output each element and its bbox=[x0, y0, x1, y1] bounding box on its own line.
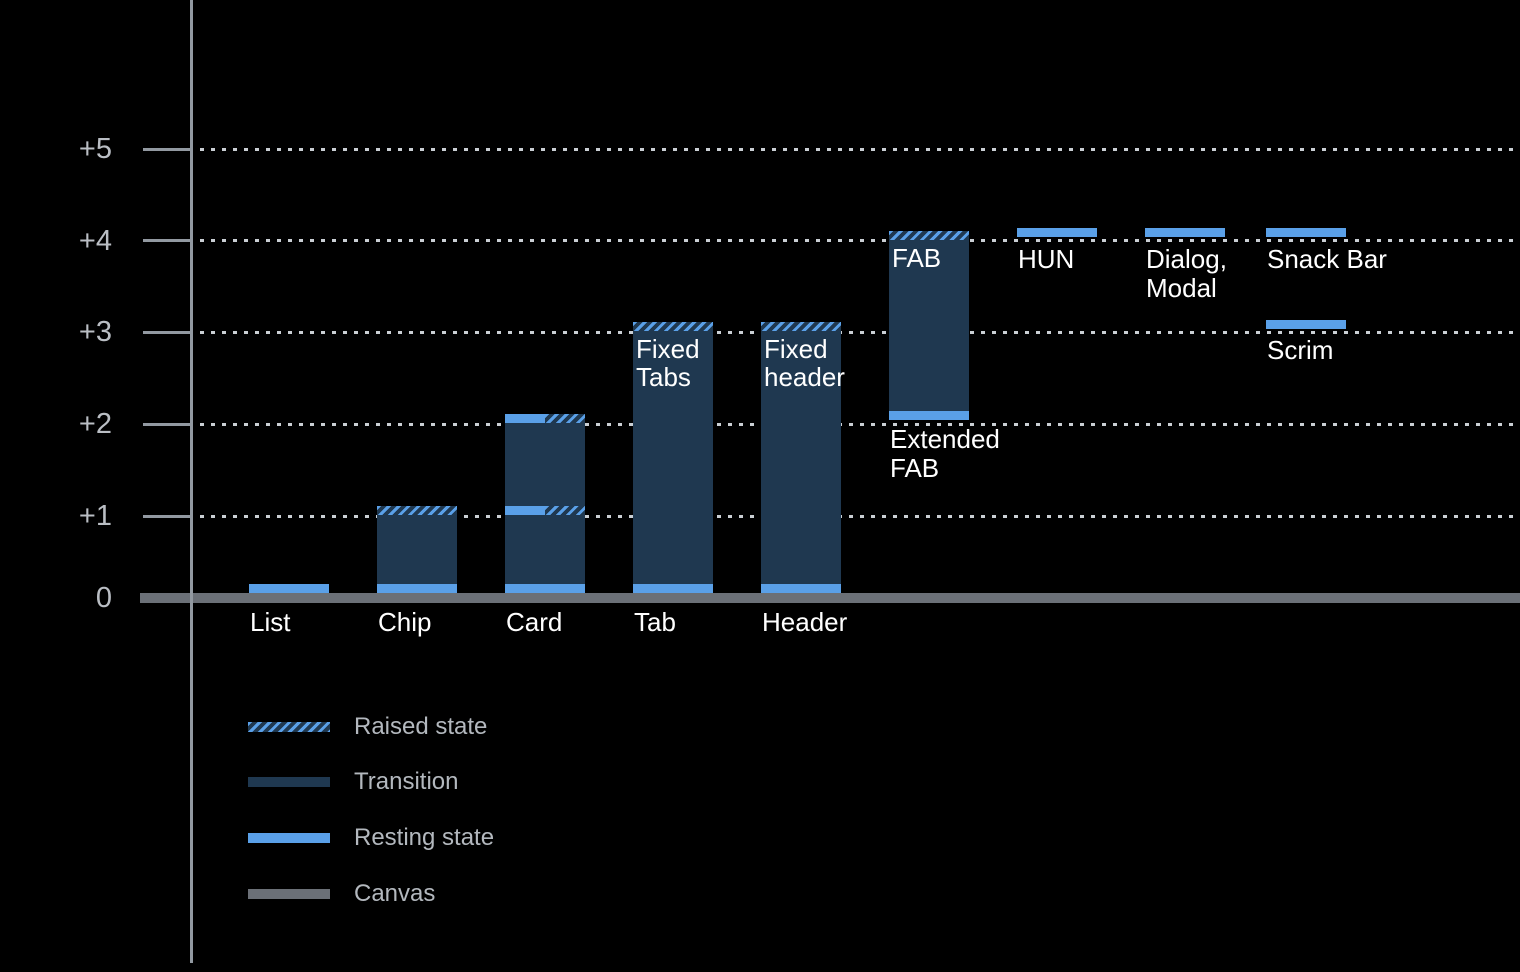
y-tick-label-3: +3 bbox=[78, 316, 112, 348]
canvas-line bbox=[140, 593, 1520, 603]
transition-bar-tab bbox=[633, 322, 713, 593]
raised-strip-card bbox=[545, 506, 585, 515]
gridline-1 bbox=[200, 514, 1520, 518]
gridline-3 bbox=[200, 330, 1520, 334]
inner-label-tab: Fixed Tabs bbox=[636, 334, 700, 392]
legend-item-resting-state: Resting state bbox=[248, 821, 494, 855]
resting-strip-tab bbox=[633, 584, 713, 593]
gridline-2 bbox=[200, 422, 1520, 426]
raised-strip-card bbox=[545, 414, 585, 423]
legend-label-resting-state: Resting state bbox=[354, 824, 495, 851]
legend-label-raised-state: Raised state bbox=[354, 713, 488, 740]
legend-item-transition: Transition bbox=[248, 765, 458, 799]
raised-strip-extended-fab bbox=[889, 230, 969, 240]
y-tick-label-0: 0 bbox=[95, 582, 112, 614]
bar-label-extended-fab: Extended FAB bbox=[890, 424, 1000, 483]
raised-strip-chip bbox=[377, 506, 457, 515]
bar-label-scrim: Scrim bbox=[1267, 335, 1334, 365]
resting-strip-card bbox=[505, 506, 545, 515]
legend-item-raised-state: Raised state bbox=[248, 710, 487, 744]
resting-strip-extended-fab bbox=[889, 411, 969, 420]
resting-strip-scrim bbox=[1266, 319, 1346, 329]
bar-label-tab: Tab bbox=[634, 607, 676, 637]
legend-swatch-transition bbox=[248, 777, 330, 787]
inner-label-extended-fab: FAB bbox=[892, 242, 942, 273]
legend-label-transition: Transition bbox=[354, 768, 459, 795]
bar-label-card: Card bbox=[506, 607, 563, 637]
transition-bar-card bbox=[505, 414, 585, 593]
transition-bar-header bbox=[761, 322, 841, 593]
y-axis-line bbox=[190, 0, 193, 963]
resting-strip-snack-bar bbox=[1266, 228, 1346, 237]
y-tick-label-2: +2 bbox=[78, 408, 112, 440]
bar-label-dialog-modal: Dialog, Modal bbox=[1146, 243, 1227, 303]
resting-strip-chip bbox=[377, 584, 457, 593]
bar-label-list: List bbox=[250, 607, 291, 637]
legend-swatch-raised bbox=[248, 722, 330, 732]
y-tick-3 bbox=[143, 330, 191, 334]
legend-swatch-canvas bbox=[248, 889, 330, 899]
inner-label-header: Fixed header bbox=[764, 334, 845, 392]
resting-strip-header bbox=[761, 584, 841, 593]
raised-strip-header bbox=[761, 322, 841, 331]
transition-bar-chip bbox=[377, 506, 457, 593]
y-tick-label-5: +5 bbox=[78, 133, 112, 165]
legend-label-canvas: Canvas bbox=[354, 880, 436, 907]
raised-strip-tab bbox=[633, 322, 713, 331]
legend-item-canvas: Canvas bbox=[248, 877, 435, 911]
y-tick-5 bbox=[143, 147, 191, 151]
y-tick-2 bbox=[143, 422, 191, 426]
bar-label-hun: HUN bbox=[1018, 243, 1075, 274]
resting-strip-dialog-modal bbox=[1145, 228, 1225, 237]
y-tick-label-1: +1 bbox=[78, 500, 112, 532]
resting-strip-hun bbox=[1017, 228, 1097, 237]
bar-label-chip: Chip bbox=[378, 607, 432, 637]
y-tick-1 bbox=[143, 514, 191, 518]
bar-label-header: Header bbox=[762, 607, 848, 637]
legend-swatch-resting bbox=[248, 833, 330, 843]
resting-strip-card bbox=[505, 414, 545, 423]
bar-label-snack-bar: Snack Bar bbox=[1267, 243, 1387, 274]
resting-strip-card bbox=[505, 584, 585, 593]
y-tick-4 bbox=[143, 239, 191, 242]
resting-strip-list bbox=[249, 584, 329, 593]
transition-bar-extended-fab bbox=[889, 230, 969, 420]
gridline-4 bbox=[200, 239, 1520, 242]
y-tick-label-4: +4 bbox=[78, 224, 112, 257]
gridline-5 bbox=[200, 147, 1520, 151]
